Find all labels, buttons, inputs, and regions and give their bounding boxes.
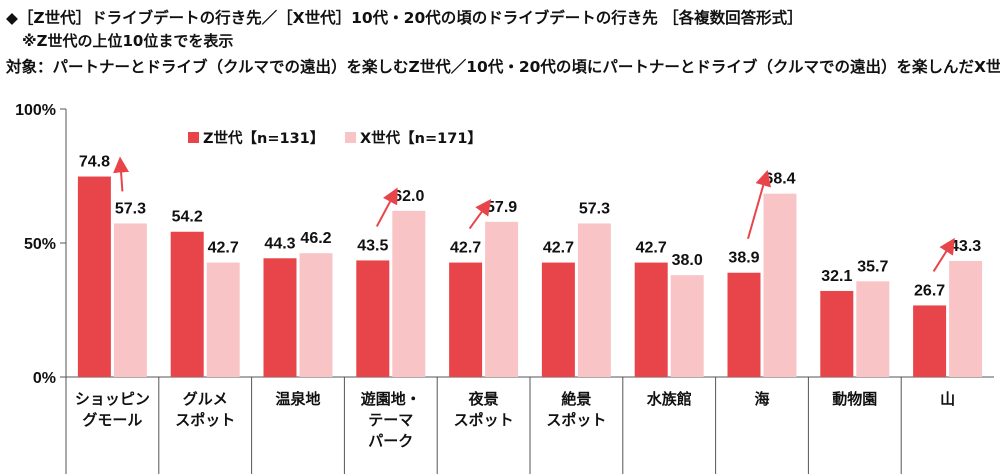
legend-label-gen-z: Z世代【n=131】 xyxy=(203,129,324,147)
value-label-gen-z: 42.7 xyxy=(450,240,481,257)
legend-swatch-gen-z xyxy=(188,132,199,143)
value-label-gen-z: 43.5 xyxy=(357,237,388,254)
bar-gen-z xyxy=(541,262,575,377)
comparison-arrow xyxy=(113,156,130,192)
bar-gen-z xyxy=(263,258,297,377)
bars xyxy=(77,176,983,377)
value-label-gen-x: 38.0 xyxy=(672,252,703,269)
value-label-gen-x: 42.7 xyxy=(208,240,239,257)
value-label-gen-x: 62.0 xyxy=(393,188,424,205)
bar-gen-z xyxy=(634,262,668,377)
comparison-arrows xyxy=(113,156,955,272)
value-label-gen-x: 43.3 xyxy=(950,238,981,255)
bar-gen-z xyxy=(913,305,947,377)
category-label: 絶景 xyxy=(561,390,591,408)
chart-target-description: 対象：パートナーとドライブ（クルマでの遠出）を楽しむZ世代／10代・20代の頃に… xyxy=(6,58,1000,76)
value-label-gen-z: 54.2 xyxy=(172,209,203,226)
y-tick-label: 0% xyxy=(33,370,56,387)
bar-gen-x xyxy=(856,281,890,377)
category-label: パーク xyxy=(368,432,413,450)
chart-note: ※Z世代の上位10位までを表示 xyxy=(22,32,234,50)
legend: Z世代【n=131】 X世代【n=171】 xyxy=(188,129,482,147)
category-label: 水族館 xyxy=(647,390,692,408)
value-label-gen-z: 42.7 xyxy=(543,240,574,257)
category-label: スポット xyxy=(175,411,235,429)
value-label-gen-z: 42.7 xyxy=(636,240,667,257)
comparison-arrow xyxy=(932,237,955,272)
value-label-gen-x: 57.9 xyxy=(486,199,517,216)
value-label-gen-z: 32.1 xyxy=(821,268,852,285)
category-label: 温泉地 xyxy=(275,390,320,408)
value-label-gen-x: 57.3 xyxy=(115,200,146,217)
bar-gen-x xyxy=(763,193,797,377)
bar-gen-x xyxy=(485,221,519,377)
bar-gen-z xyxy=(170,231,204,377)
category-label: 動物園 xyxy=(832,390,877,408)
bar-gen-z xyxy=(356,260,390,377)
bar-gen-x xyxy=(299,253,333,377)
value-label-gen-x: 46.2 xyxy=(300,230,331,247)
comparison-arrow xyxy=(375,187,398,227)
value-labels: 74.8 57.3 54.2 42.7 44.3 46.2 43.5 62.0 42.7 57.9… xyxy=(79,154,981,300)
value-label-gen-z: 44.3 xyxy=(264,235,295,252)
category-label: テーマ xyxy=(368,411,413,429)
category-label: グモール xyxy=(82,411,142,429)
bar-gen-x xyxy=(949,260,983,377)
comparison-arrow xyxy=(468,198,492,230)
value-label-gen-x: 68.4 xyxy=(764,171,795,188)
bar-gen-x xyxy=(206,262,240,377)
legend-swatch-gen-x xyxy=(345,132,356,143)
category-label: スポット xyxy=(546,411,606,429)
bar-gen-z xyxy=(820,290,854,377)
bar-gen-z xyxy=(77,176,111,377)
category-label: ショッピン xyxy=(75,390,150,408)
bar-gen-x xyxy=(392,210,426,377)
y-tick-label: 50% xyxy=(24,236,56,253)
category-label: 夜景 xyxy=(468,390,499,408)
category-label: 山 xyxy=(940,390,955,408)
category-label: 海 xyxy=(754,390,769,408)
category-label: 遊園地・ xyxy=(361,390,421,408)
bar-gen-z xyxy=(449,262,483,377)
comparison-arrow xyxy=(747,169,771,240)
bar-gen-x xyxy=(670,275,704,377)
category-label: グルメ xyxy=(183,390,228,408)
value-label-gen-x: 35.7 xyxy=(857,258,888,275)
bar-gen-x xyxy=(113,223,147,377)
value-label-gen-z: 26.7 xyxy=(914,282,945,299)
legend-label-gen-x: X世代【n=171】 xyxy=(360,129,482,147)
value-label-gen-z: 38.9 xyxy=(728,250,759,267)
value-label-gen-x: 57.3 xyxy=(579,200,610,217)
bar-gen-x xyxy=(577,223,611,377)
chart-title: ◆［Z世代］ドライブデートの行き先／［X世代］10代・20代の頃のドライブデート… xyxy=(6,9,803,27)
bar-gen-z xyxy=(727,272,761,377)
y-tick-label: 100% xyxy=(15,102,56,119)
category-label: スポット xyxy=(454,411,514,429)
value-label-gen-z: 74.8 xyxy=(79,154,110,171)
